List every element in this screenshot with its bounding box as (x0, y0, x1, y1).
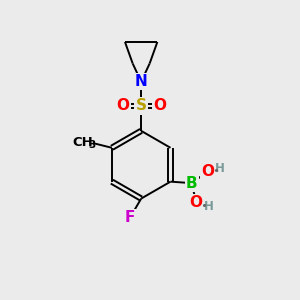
Text: F: F (125, 210, 135, 225)
Text: O: O (190, 195, 202, 210)
Text: N: N (135, 74, 148, 89)
Text: CH: CH (72, 136, 93, 149)
Text: H: H (203, 200, 213, 213)
Text: H: H (215, 162, 225, 175)
Text: O: O (201, 164, 214, 179)
Text: B: B (186, 176, 197, 190)
Text: O: O (116, 98, 129, 113)
Text: S: S (136, 98, 147, 113)
Text: 3: 3 (88, 140, 96, 150)
Text: O: O (153, 98, 166, 113)
